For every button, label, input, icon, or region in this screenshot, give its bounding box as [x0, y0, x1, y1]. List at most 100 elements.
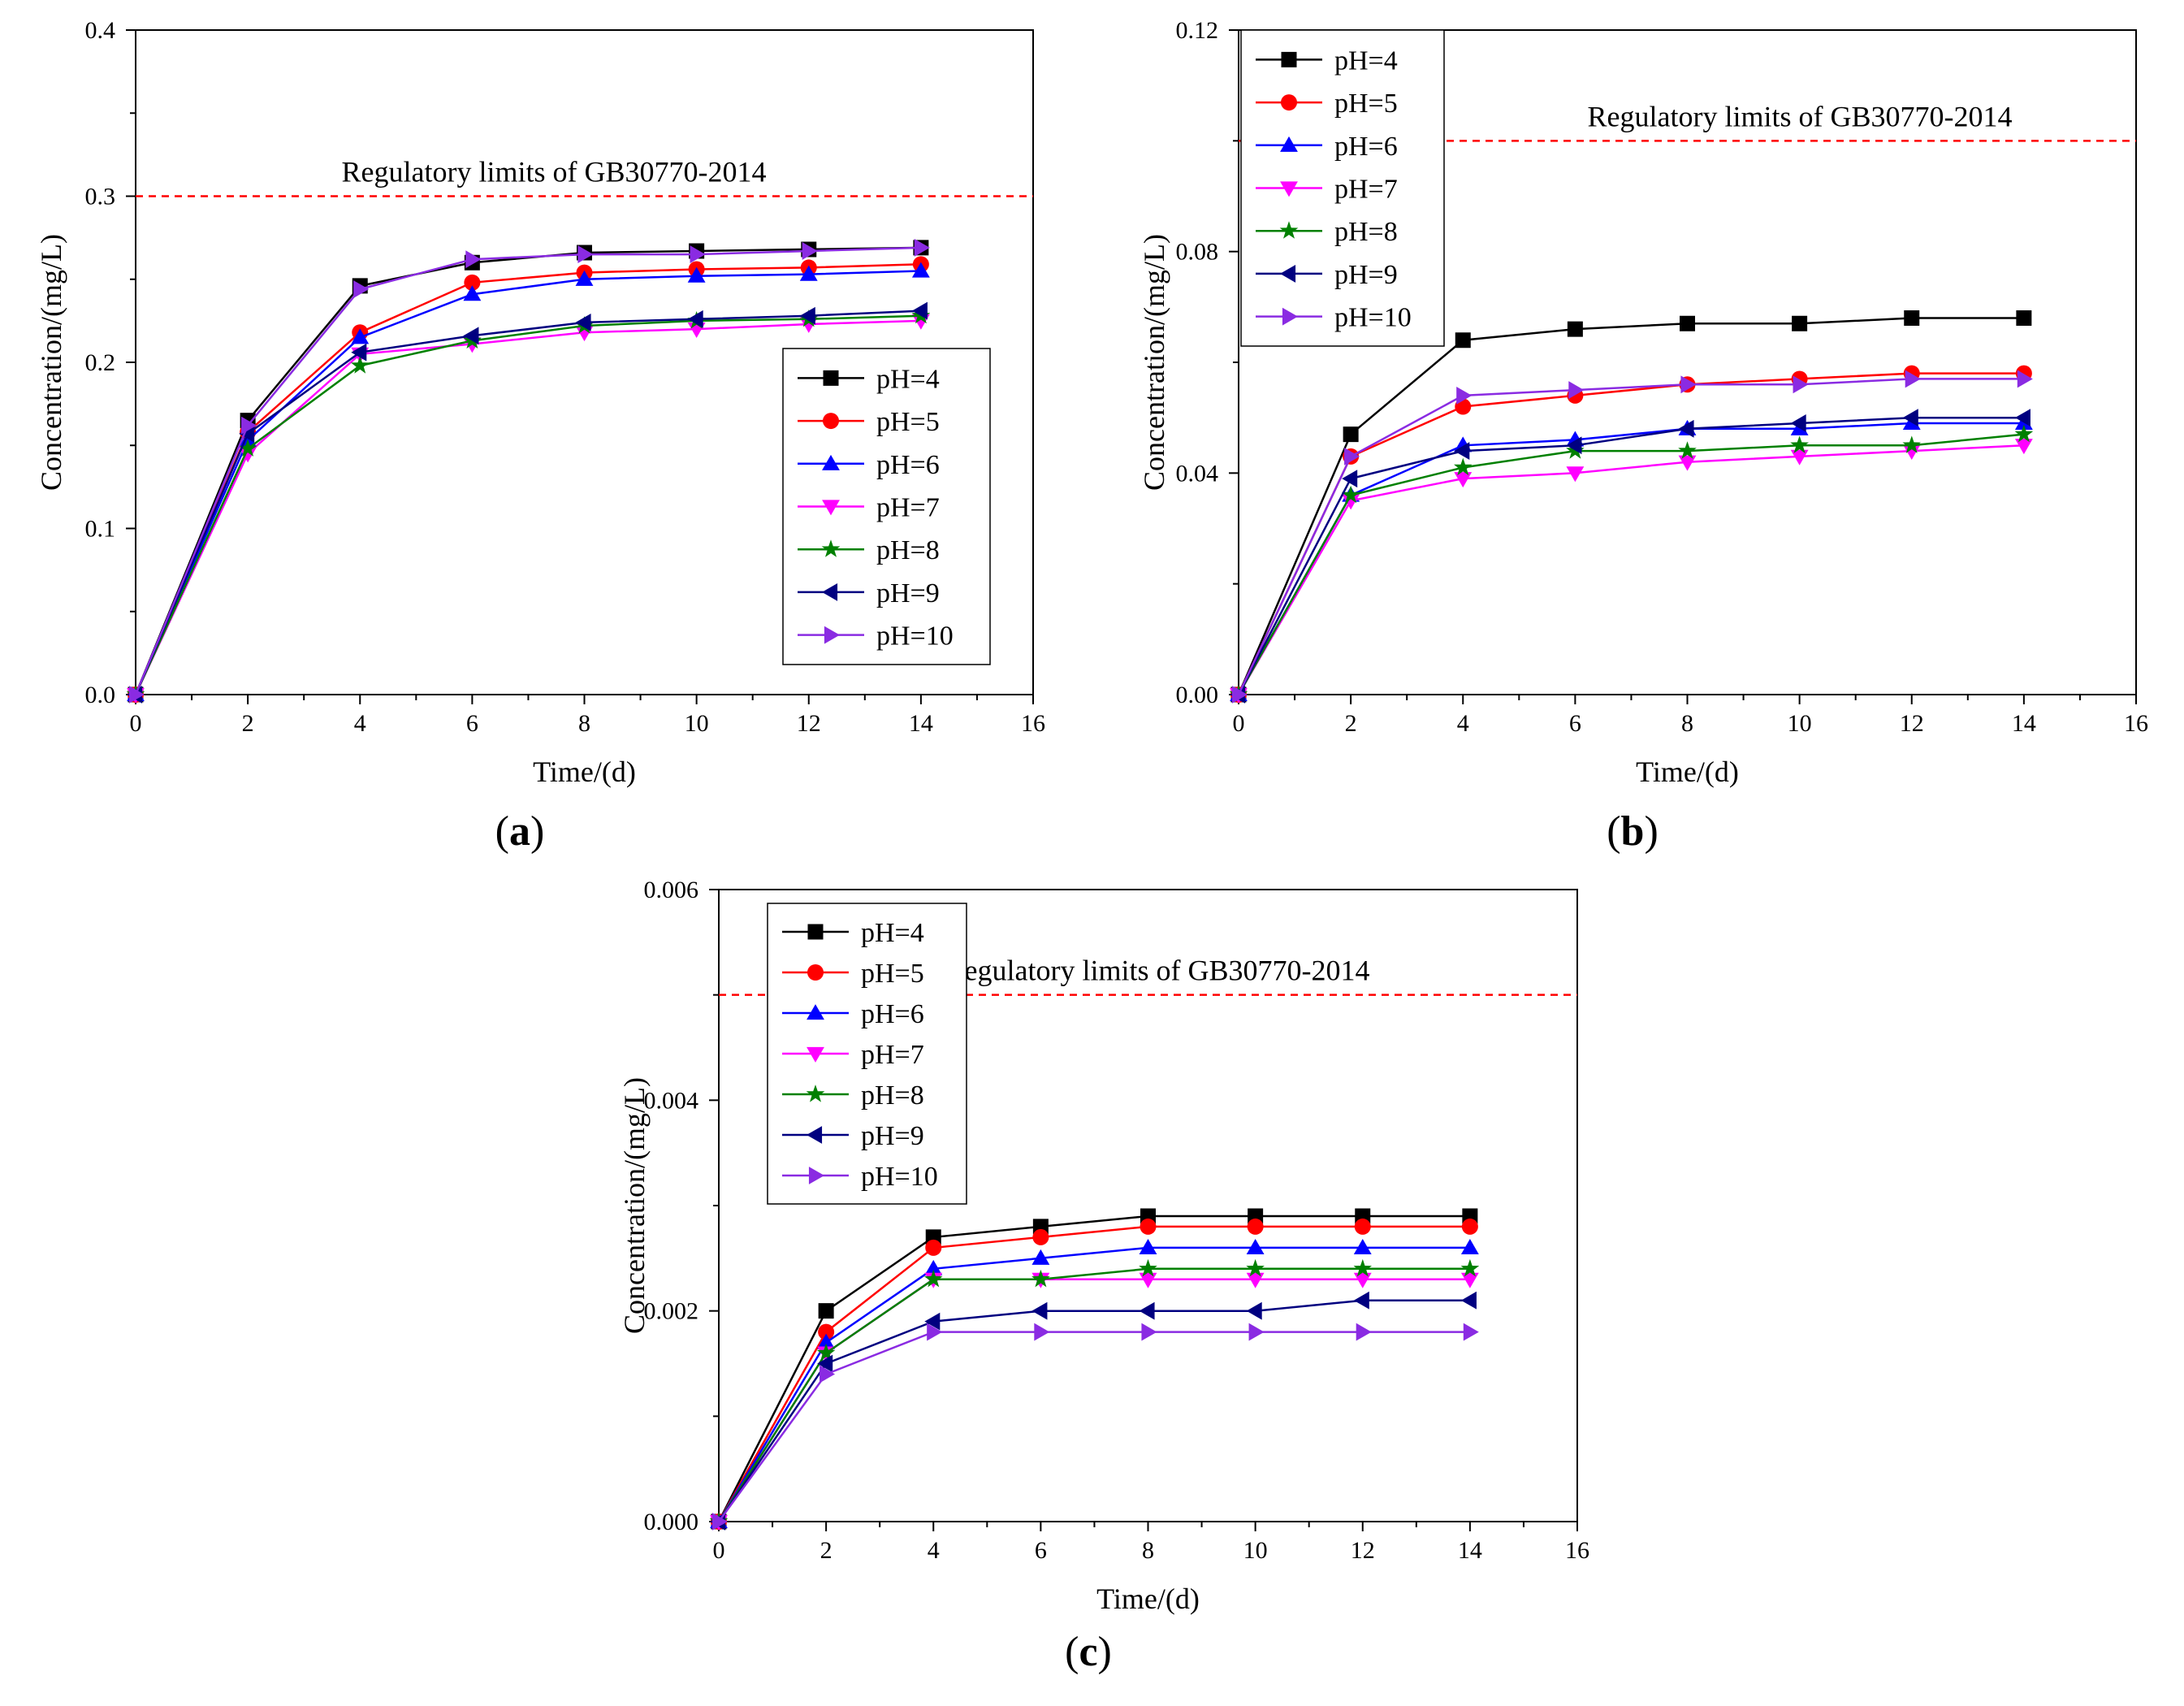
panel-label: (a) [495, 808, 545, 855]
legend-label: pH=6 [1334, 132, 1398, 162]
panel-label: (c) [1065, 1629, 1112, 1675]
data-point [465, 250, 482, 269]
data-point [1353, 1258, 1372, 1277]
legend-marker [1280, 136, 1298, 152]
chart-panel-c: 0 2 4 6 8 10 12 14 16 0.000 0.002 0.004 0.006 Time/(d… [618, 877, 1589, 1675]
legend-label: pH=4 [861, 918, 924, 948]
data-point [927, 1323, 943, 1341]
series-pH=9 [127, 301, 928, 704]
data-point [1793, 375, 1809, 394]
series-pH=10 [1231, 370, 2033, 704]
legend-label: pH=6 [876, 450, 940, 480]
regulatory-limit-label: Regulatory limits of GB30770-2014 [342, 156, 767, 188]
series-line [717, 1331, 1470, 1522]
y-axis-label: Concentration/(mg/L) [1138, 234, 1170, 491]
legend-marker [823, 370, 839, 386]
data-point [1568, 381, 1585, 400]
series-pH=6 [127, 262, 930, 702]
x-tick-label: 2 [1345, 710, 1357, 737]
data-point [1341, 485, 1360, 504]
x-tick-label: 12 [1351, 1537, 1375, 1564]
data-point [1354, 1218, 1371, 1235]
legend-item: pH=6 [1256, 132, 1398, 162]
legend-marker [824, 626, 840, 644]
legend-marker [1279, 221, 1299, 239]
legend-marker [822, 454, 840, 470]
data-point [818, 1323, 835, 1340]
legend-marker [1280, 265, 1296, 283]
x-tick-label: 4 [928, 1537, 940, 1564]
legend-item: pH=7 [798, 493, 940, 523]
legend-item: pH=9 [798, 578, 940, 608]
data-point [575, 270, 594, 286]
x-tick-label: 8 [1142, 1537, 1154, 1564]
data-point [1246, 1258, 1265, 1277]
data-point [1460, 1272, 1479, 1288]
legend-marker [1281, 94, 1297, 111]
x-tick-label: 2 [820, 1537, 833, 1564]
x-axis-label: Time/(d) [533, 756, 636, 788]
data-point [2014, 424, 2034, 443]
data-point [1460, 1291, 1477, 1310]
legend-item: pH=7 [782, 1040, 924, 1070]
regulatory-limit-label: Regulatory limits of GB30770-2014 [1588, 100, 2013, 132]
data-point [711, 1513, 728, 1531]
legend-label: pH=5 [861, 959, 924, 989]
legend-item: pH=8 [1256, 217, 1398, 247]
data-point [1343, 426, 1359, 443]
legend-label: pH=4 [876, 364, 940, 394]
data-point [239, 425, 255, 443]
data-point [1031, 1269, 1050, 1288]
x-tick-label: 6 [1035, 1537, 1047, 1564]
legend-item: pH=10 [798, 621, 954, 652]
data-point [1031, 1301, 1048, 1320]
series-line [1237, 433, 2025, 695]
data-point [1678, 419, 1694, 438]
series-line [717, 1299, 1470, 1522]
data-point [2016, 310, 2032, 326]
data-point [463, 327, 479, 345]
data-point [1231, 686, 1248, 704]
data-point [2014, 409, 2030, 427]
series-pH=10 [711, 1323, 1479, 1531]
legend-item: pH=5 [798, 407, 940, 437]
chart-panel-b: 0 2 4 6 8 10 12 14 16 0.00 0.04 0.08 0.12 Time/(d) Con… [1138, 17, 2148, 855]
data-point [1904, 310, 1920, 326]
legend-label: pH=5 [876, 407, 940, 437]
data-point [1905, 370, 1921, 388]
data-point [1356, 1323, 1372, 1341]
legend-label: pH=6 [861, 999, 924, 1029]
series-pH=6 [710, 1238, 1479, 1529]
legend-label: pH=5 [1334, 89, 1398, 119]
data-point [241, 416, 257, 435]
legend-label: pH=8 [876, 535, 940, 565]
data-point [924, 1269, 943, 1288]
legend-item: pH=10 [782, 1162, 938, 1192]
data-point [1463, 1323, 1479, 1341]
series-line [717, 1246, 1470, 1522]
data-point [1902, 444, 1921, 460]
data-point [1792, 315, 1808, 331]
x-tick-label: 14 [909, 710, 933, 737]
data-point [1460, 1258, 1480, 1277]
legend-label: pH=7 [876, 493, 940, 523]
data-point [1246, 1238, 1265, 1254]
x-tick-label: 4 [354, 710, 366, 737]
data-point [1902, 435, 1921, 453]
data-point [1139, 1272, 1157, 1288]
legend-item: pH=5 [1256, 89, 1398, 119]
legend-label: pH=7 [861, 1040, 924, 1070]
data-point [799, 306, 815, 325]
legend-marker [806, 1085, 825, 1102]
y-tick-label: 0.04 [1176, 460, 1219, 487]
y-tick-label: 0.004 [644, 1087, 699, 1114]
data-point [820, 1365, 836, 1383]
series-line [134, 319, 921, 695]
series-line [1237, 372, 2024, 695]
legend: pH=4 pH=5 pH=6 pH=7 pH=8 pH=9 pH=10 [782, 348, 991, 665]
y-axis-label: Concentration/(mg/L) [618, 1077, 651, 1334]
data-point [1247, 1218, 1264, 1235]
x-tick-label: 2 [242, 710, 254, 737]
data-point [1139, 1238, 1157, 1254]
y-tick-label: 0.12 [1176, 17, 1219, 44]
